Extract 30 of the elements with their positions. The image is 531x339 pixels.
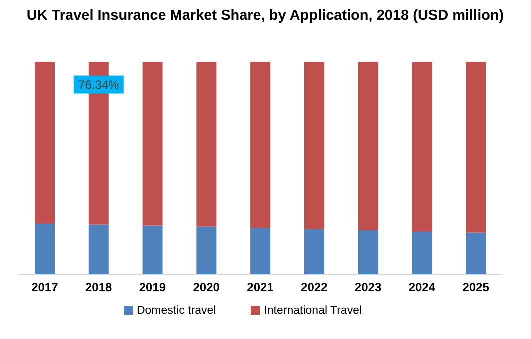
x-tick-label: 2018 xyxy=(85,280,113,295)
bar xyxy=(412,232,432,275)
x-tick-label: 2023 xyxy=(354,280,382,295)
bar xyxy=(35,223,55,275)
bar xyxy=(196,62,217,227)
bar xyxy=(304,229,324,275)
bar xyxy=(250,228,271,275)
x-tick-label: 2021 xyxy=(247,280,274,295)
bar xyxy=(142,226,163,275)
x-tick-label: 2020 xyxy=(193,280,220,295)
bar xyxy=(88,224,109,275)
bar xyxy=(466,232,486,275)
bar xyxy=(250,62,271,228)
chart-title: UK Travel Insurance Market Share, by Application, 2018 (USD million) xyxy=(26,8,506,24)
data-label: 76.34% xyxy=(78,78,120,92)
bar xyxy=(35,62,55,224)
x-tick-label: 2022 xyxy=(301,280,328,295)
legend-label: International Travel xyxy=(264,305,362,317)
x-tick-label: 2025 xyxy=(462,280,490,295)
bar xyxy=(466,62,486,233)
bar xyxy=(304,62,324,230)
bar xyxy=(196,226,217,275)
x-tick-label: 2017 xyxy=(32,280,59,295)
x-tick-label: 2019 xyxy=(139,280,166,295)
bar xyxy=(358,230,378,275)
bar xyxy=(358,62,378,230)
legend-label: Domestic travel xyxy=(136,305,216,317)
bar xyxy=(142,62,163,226)
bar xyxy=(412,62,432,232)
x-tick-label: 2024 xyxy=(408,280,436,295)
